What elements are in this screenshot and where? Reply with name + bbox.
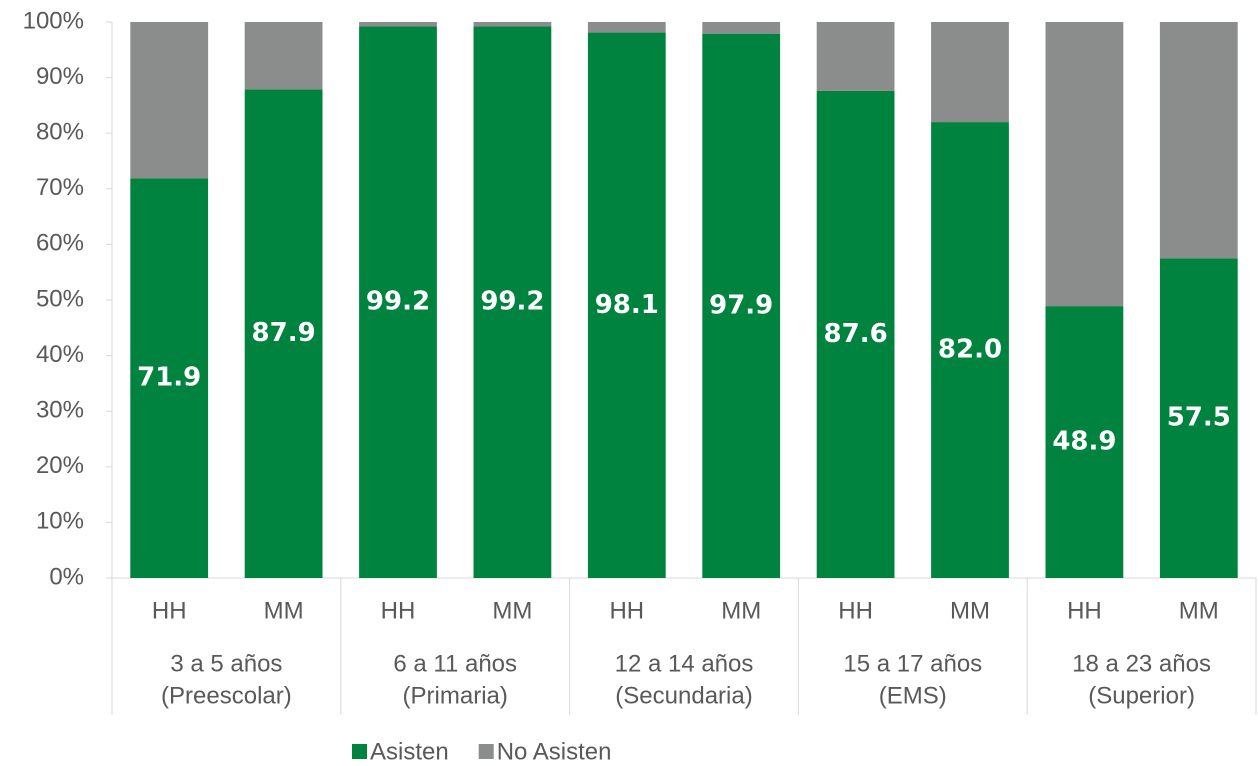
x-tick-label: HH [609, 597, 644, 624]
bar-segment [816, 22, 895, 91]
y-tick-label: 100% [23, 7, 84, 34]
group-label: (Preescolar) [161, 682, 292, 709]
data-label: 87.9 [252, 318, 316, 348]
y-tick-label: 50% [36, 285, 84, 312]
bar-segment [702, 33, 781, 578]
x-tick-label: MM [950, 597, 990, 624]
group-label: 12 a 14 años [615, 650, 754, 677]
bar-segment [1159, 22, 1238, 259]
group-label: 6 a 11 años [393, 650, 517, 677]
bar-segment [244, 22, 323, 90]
y-tick-label: 40% [36, 341, 84, 368]
bar-segment [130, 178, 209, 578]
data-label: 87.6 [824, 319, 888, 349]
x-tick-label: HH [152, 597, 187, 624]
group-label: (Superior) [1088, 682, 1195, 709]
x-tick-label: MM [721, 597, 761, 624]
bar-segment [130, 22, 209, 179]
bar-segment [702, 22, 781, 34]
bar-segment [816, 90, 895, 578]
y-tick-label: 10% [36, 508, 84, 535]
data-label: 98.1 [595, 290, 659, 320]
bar-segment [244, 89, 323, 578]
data-label: 99.2 [366, 287, 430, 317]
bar-segment [931, 122, 1009, 578]
group-label: 18 a 23 años [1072, 650, 1211, 677]
bar-segment [1045, 22, 1124, 307]
legend-swatch [352, 744, 367, 759]
x-tick-label: HH [838, 597, 873, 624]
x-tick-label: MM [264, 597, 304, 624]
x-tick-label: MM [1179, 597, 1219, 624]
x-tick-label: MM [492, 597, 532, 624]
bar-segment [473, 22, 552, 27]
y-tick-label: 90% [36, 63, 84, 90]
bar-segment [473, 26, 552, 579]
bar-segment [587, 32, 666, 578]
data-label: 99.2 [480, 287, 544, 317]
bar-segment [359, 26, 437, 579]
bar-segment [1159, 258, 1238, 578]
group-label: 15 a 17 años [843, 650, 982, 677]
group-label: (Secundaria) [615, 682, 752, 709]
y-tick-label: 60% [36, 230, 84, 257]
data-label: 71.9 [137, 363, 201, 393]
group-label: (Primaria) [403, 682, 508, 709]
data-label: 97.9 [709, 290, 773, 320]
data-label: 48.9 [1052, 427, 1116, 457]
group-label: (EMS) [879, 682, 947, 709]
bar-segment [1045, 306, 1124, 578]
x-tick-label: HH [1067, 597, 1102, 624]
y-tick-label: 30% [36, 397, 84, 424]
y-tick-label: 80% [36, 119, 84, 146]
y-tick-label: 0% [49, 563, 84, 590]
data-label: 82.0 [938, 335, 1002, 365]
bar-segment [587, 22, 666, 33]
group-label: 3 a 5 años [170, 650, 282, 677]
legend-swatch [478, 744, 494, 759]
legend-label: No Asisten [497, 738, 612, 765]
bar-segment [359, 22, 437, 27]
y-tick-label: 20% [36, 452, 84, 479]
y-tick-label: 70% [36, 174, 84, 201]
bar-segment [931, 22, 1009, 123]
data-label: 57.5 [1167, 403, 1231, 433]
x-tick-label: HH [381, 597, 416, 624]
legend-label: Asisten [370, 738, 449, 765]
